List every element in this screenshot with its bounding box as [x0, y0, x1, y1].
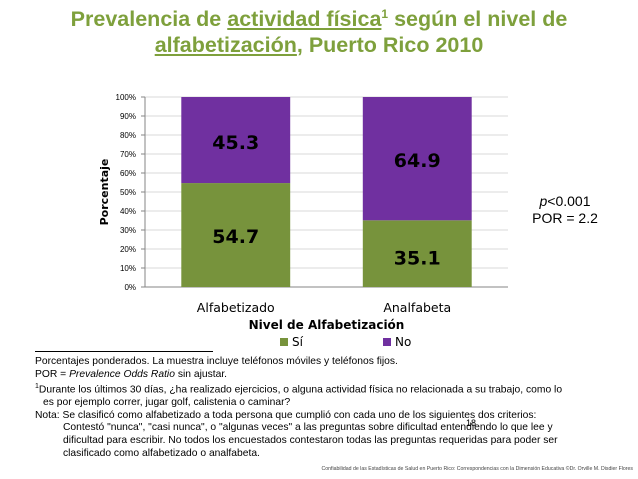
title-underlined-literacy: alfabetización — [154, 33, 297, 57]
y-tick-label: 70% — [120, 150, 136, 159]
category-label: Alfabetizado — [197, 300, 275, 315]
legend: Sí No — [280, 335, 411, 349]
data-label-no: 45.3 — [212, 132, 259, 154]
note-question-super: 1 — [35, 383, 39, 391]
note-por-italic: Prevalence Odds Ratio — [69, 368, 175, 380]
data-label-no: 64.9 — [394, 150, 441, 172]
category-label: Analfabeta — [383, 300, 451, 315]
note-question: 1Durante los últimos 30 días, ¿ha realiz… — [35, 381, 633, 397]
x-axis-label: Nivel de Alfabetización — [249, 318, 405, 332]
y-axis-label: Porcentaje — [98, 159, 111, 226]
footnote-divider — [35, 351, 213, 352]
y-tick-label: 100% — [116, 93, 136, 102]
note-classification: Nota: Se clasificó como alfabetizado a t… — [35, 409, 537, 421]
p-symbol: p — [539, 193, 548, 209]
note-por: POR = Prevalence Odds Ratio sin ajustar. — [35, 369, 633, 382]
bar-si-analfabeta — [362, 220, 472, 287]
title-part2: según el nivel de — [388, 7, 568, 31]
data-label-si: 35.1 — [394, 247, 441, 269]
data-label-si: 54.7 — [212, 226, 259, 248]
p-value: p<0.001 — [505, 193, 625, 210]
slide-footer: Confiabilidad de las Estadísticas de Sal… — [321, 466, 633, 472]
legend-swatch-si — [280, 338, 288, 346]
y-tick-label: 30% — [120, 226, 136, 235]
y-tick-label: 80% — [120, 131, 136, 140]
note-weighted: Porcentajes ponderados. La muestra inclu… — [35, 356, 398, 367]
category-labels: Alfabetizado Analfabeta — [197, 300, 451, 315]
title-part3: , Puerto Rico 2010 — [296, 33, 484, 57]
legend-label-si: Sí — [292, 335, 304, 349]
note-criteria-2: dificultad para escribir. No todos los e… — [63, 434, 558, 446]
note-criteria-3: clasificado como alfabetizado o analfabe… — [63, 447, 260, 459]
note-question-cont: es por ejemplo correr, jugar golf, calis… — [43, 397, 291, 409]
y-tick-label: 40% — [120, 207, 136, 216]
slide-title: Prevalencia de actividad física1 según e… — [0, 6, 638, 58]
legend-swatch-no — [383, 338, 391, 346]
legend-label-no: No — [395, 335, 411, 349]
y-tick-label: 90% — [120, 112, 136, 121]
title-underlined-activity: actividad física — [227, 7, 382, 31]
bar-no-alfabetizado — [181, 97, 291, 184]
note-por-prefix: POR = — [35, 368, 70, 380]
title-superscript: 1 — [381, 6, 389, 21]
page-number: 18 — [466, 418, 477, 428]
bar-no-analfabeta — [362, 97, 472, 221]
bars — [181, 97, 472, 287]
y-tick-label: 10% — [120, 264, 136, 273]
bar-si-alfabetizado — [181, 183, 291, 287]
p-value-text: <0.001 — [547, 193, 591, 209]
title-part1: Prevalencia de — [70, 7, 228, 31]
y-tick-label: 0% — [124, 283, 136, 292]
y-tick-label: 60% — [120, 169, 136, 178]
y-tick-label: 50% — [120, 188, 136, 197]
bar-data-labels: 54.7 45.3 35.1 64.9 — [212, 132, 440, 269]
note-por-suffix: sin ajustar. — [174, 368, 228, 380]
por-value: POR = 2.2 — [532, 210, 598, 226]
note-criteria-1: Contestó "nunca", "casi nunca", o "algun… — [63, 422, 553, 434]
y-tick-label: 20% — [120, 245, 136, 254]
note-question-text: Durante los últimos 30 días, ¿ha realiza… — [38, 384, 563, 396]
footnotes: Porcentajes ponderados. La muestra inclu… — [35, 356, 633, 460]
y-tick-labels: 0% 10% 20% 30% 40% 50% 60% 70% 80% 90% 100% — [116, 93, 136, 292]
